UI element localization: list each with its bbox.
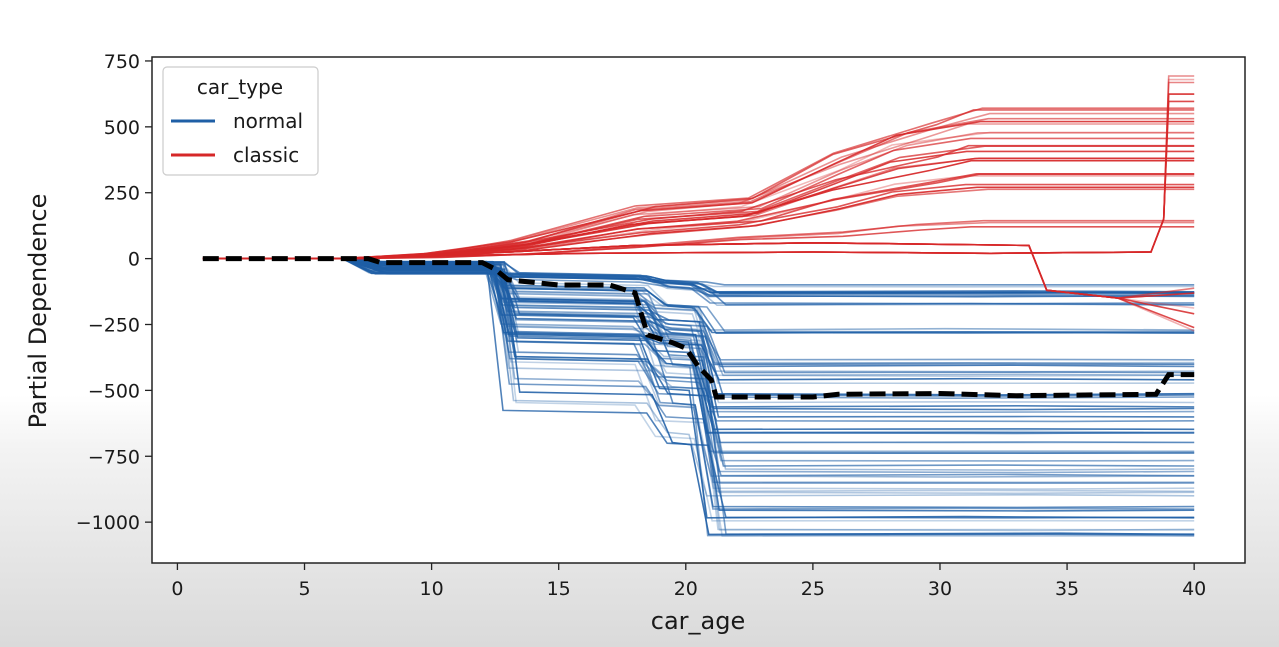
x-tick-label: 20 [674,578,698,600]
y-axis: 750 500 250 0 −250 −500 −750 −1000 [76,51,152,534]
y-tick-label: −250 [88,314,140,336]
y-tick-label: 0 [128,249,140,271]
legend-label-classic: classic [233,143,299,167]
normal-curve [202,257,1195,377]
normal-curve [202,257,1195,335]
x-tick-label: 25 [801,578,825,600]
x-tick-label: 30 [928,578,952,600]
x-tick-label: 10 [420,578,444,600]
legend: car_type normal classic [162,66,319,176]
x-tick-label: 15 [547,578,571,600]
y-tick-label: −500 [88,380,140,402]
y-tick-label: 500 [104,117,140,139]
curves-layer [202,75,1195,537]
y-tick-label: 750 [104,51,140,73]
x-tick-label: 35 [1055,578,1079,600]
normal-curve [202,257,1195,519]
legend-label-normal: normal [233,109,303,133]
legend-title: car_type [197,75,283,99]
y-axis-title: Partial Dependence [24,194,52,429]
normal-curve [202,257,1195,431]
x-axis-title: car_age [651,607,745,635]
y-tick-label: −750 [88,446,140,468]
x-tick-label: 0 [171,578,183,600]
y-tick-label: −1000 [76,512,140,534]
x-tick-label: 40 [1182,578,1206,600]
legend-frame [162,66,319,176]
x-tick-label: 5 [298,578,310,600]
normal-curve [202,257,1195,373]
plot-area-frame [151,56,1246,564]
normal-curve [202,257,1195,368]
y-tick-label: 250 [104,183,140,205]
average-dashed-curve [202,256,1195,400]
normal-curve [202,257,1195,537]
x-axis: 0 5 10 15 20 25 30 35 40 [171,563,1206,600]
classic-curve [202,221,1195,260]
